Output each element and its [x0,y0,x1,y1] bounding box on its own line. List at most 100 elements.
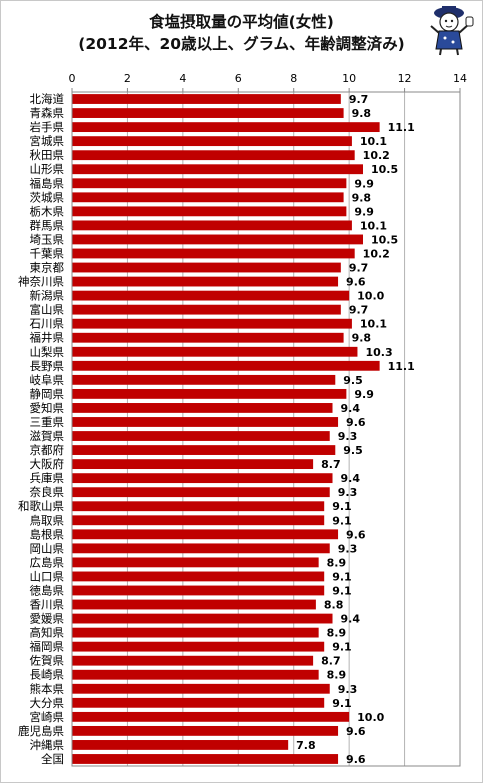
x-tick-label: 4 [179,72,186,85]
bar [72,711,350,722]
value-label: 9.7 [349,93,369,106]
bar [72,501,325,512]
category-label: 奈良県 [30,485,65,499]
category-label: 新潟県 [30,289,65,303]
category-label: 千葉県 [30,246,65,260]
category-label: 三重県 [30,415,65,429]
value-label: 9.6 [346,416,366,429]
category-label: 福井県 [30,331,65,345]
value-label: 9.3 [338,683,358,696]
value-label: 9.1 [332,514,352,527]
bar [72,360,380,371]
value-label: 10.2 [363,149,390,162]
category-label: 兵庫県 [30,471,65,485]
category-label: 青森県 [30,106,65,120]
value-label: 8.9 [327,627,347,640]
value-label: 9.4 [341,402,361,415]
bar [72,206,347,217]
value-label: 10.0 [357,711,384,724]
bar [72,262,341,273]
category-label: 岐阜県 [30,373,65,387]
value-label: 9.9 [354,177,374,190]
bar [72,417,339,427]
value-label: 9.4 [341,472,361,485]
category-labels: 北海道青森県岩手県宮城県秋田県山形県福島県茨城県栃木県群馬県埼玉県千葉県東京都神… [18,92,64,766]
value-label: 9.3 [338,486,358,499]
category-label: 島根県 [30,527,65,541]
value-label: 10.2 [363,247,390,260]
bar [72,108,344,118]
category-label: 大阪府 [30,457,65,471]
x-tick-labels: 0 2 4 6 8 10 12 14 [69,72,468,85]
value-label: 10.1 [360,318,387,331]
bar [72,248,355,259]
value-label: 9.6 [346,276,366,289]
category-label: 北海道 [30,92,65,106]
value-label: 9.9 [354,388,374,401]
category-label: 佐賀県 [30,654,65,668]
bar [72,627,319,638]
category-label: 京都府 [30,443,65,457]
value-label: 9.8 [352,191,372,204]
category-label: 大分県 [30,696,65,710]
bar [72,683,330,694]
bar [72,290,350,301]
bar [72,136,352,147]
category-label: 沖縄県 [30,738,65,752]
value-label: 9.5 [343,444,363,457]
bar [72,459,314,470]
value-label: 9.6 [346,528,366,541]
value-label: 9.6 [346,725,366,738]
category-label: 富山県 [30,303,65,317]
category-label: 岡山県 [30,541,65,555]
category-label: 愛媛県 [30,612,65,626]
value-label: 9.1 [332,697,352,710]
x-tick-label: 14 [453,72,467,85]
chart-subtitle: (2012年、20歳以上、グラム、年齢調整済み) [78,35,405,53]
category-label: 岩手県 [30,120,65,134]
category-label: 福島県 [30,176,65,190]
value-label: 8.7 [321,458,341,471]
value-label: 9.1 [332,584,352,597]
bar [72,669,319,680]
value-label: 10.0 [357,290,384,303]
value-label: 9.8 [352,107,372,120]
bar [72,725,339,736]
category-label: 宮崎県 [30,710,65,724]
bar [72,388,347,399]
bar [72,613,333,624]
value-label: 8.8 [324,599,344,612]
bar [72,445,336,455]
value-label: 9.8 [352,332,372,345]
value-label: 10.1 [360,135,387,148]
category-label: 栃木県 [30,204,65,218]
value-label: 9.1 [332,641,352,654]
plot-area-border [71,91,461,767]
bar [72,122,380,133]
bar [72,431,330,441]
value-label: 7.8 [296,739,316,752]
bar [72,571,325,582]
category-label: 静岡県 [30,387,65,401]
x-tick-label: 0 [69,72,76,85]
category-label: 滋賀県 [30,429,65,443]
bar [72,276,339,287]
value-labels: 9.79.811.110.110.210.59.99.89.910.110.51… [296,93,415,766]
category-label: 広島県 [30,555,65,569]
bar [72,599,316,610]
bar [72,655,314,666]
category-label: 埼玉県 [30,232,65,246]
x-tick-label: 6 [235,72,242,85]
value-label: 9.1 [332,570,352,583]
value-label: 9.7 [349,304,369,317]
value-label: 11.1 [388,121,415,134]
value-label: 8.7 [321,655,341,668]
bar [72,487,330,498]
bar [72,557,319,568]
bar [72,754,339,764]
value-label: 9.4 [341,613,361,626]
bar [72,697,325,708]
category-label: 高知県 [30,626,65,640]
value-label: 11.1 [388,360,415,373]
